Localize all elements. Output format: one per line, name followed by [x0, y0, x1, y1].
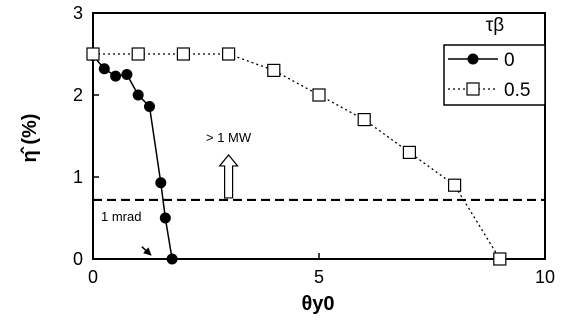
threshold-arrow: [218, 154, 239, 199]
data-point: [159, 212, 171, 224]
legend-label: 0.5: [504, 80, 530, 101]
legend-label: 0: [504, 50, 515, 71]
data-point: [98, 63, 110, 75]
data-point: [166, 253, 178, 265]
x-tick-label: 0: [88, 267, 98, 287]
data-point: [357, 112, 371, 127]
data-point: [121, 69, 133, 80]
annotation-layer: 1 mrad: [101, 209, 152, 256]
legend-title: τβ: [486, 15, 505, 36]
annotation-arrow: [141, 246, 152, 256]
ticks-layer: 0 5 10 0 1 2 3: [73, 3, 555, 287]
data-point: [448, 178, 462, 192]
data-point: [222, 47, 236, 61]
x-axis-title: θy0: [301, 293, 334, 315]
y-tick-label: 3: [73, 3, 83, 23]
series-layer: [86, 47, 507, 266]
y-axis-title: η̂ (%): [19, 114, 41, 163]
legend-marker: [466, 82, 480, 96]
data-point: [132, 89, 144, 101]
data-point: [267, 63, 281, 78]
series-line-0: [92, 55, 173, 260]
data-point: [402, 145, 416, 159]
data-point: [312, 88, 326, 102]
legend: τβ 0 0.5: [443, 15, 546, 106]
data-point: [131, 47, 145, 61]
x-tick-label: 10: [535, 267, 555, 287]
y-tick-label: 2: [73, 85, 83, 105]
y-tick-label: 0: [73, 249, 83, 269]
data-point: [155, 177, 167, 189]
y-tick-label: 1: [73, 167, 83, 187]
x-tick-label: 5: [314, 267, 324, 287]
threshold-label: > 1 MW: [206, 130, 252, 145]
data-point: [176, 47, 190, 61]
data-point: [493, 252, 507, 266]
legend-box: [443, 44, 546, 106]
legend-marker: [467, 53, 479, 65]
data-point: [110, 70, 122, 82]
series-line-0.5: [93, 53, 501, 260]
data-point: [86, 47, 100, 61]
annotation-label: 1 mrad: [101, 209, 141, 224]
threshold-layer: > 1 MW: [93, 130, 545, 202]
data-point: [144, 100, 155, 112]
